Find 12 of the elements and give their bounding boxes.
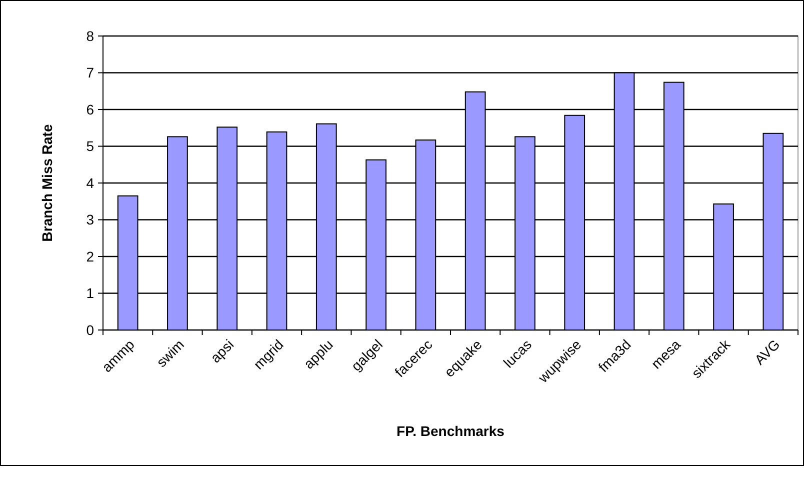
y-tick-label: 1 xyxy=(86,285,94,302)
y-tick-label: 8 xyxy=(86,28,94,44)
y-tick-label: 7 xyxy=(86,64,94,81)
x-tick-label: apsi xyxy=(207,336,237,366)
y-tick-label: 2 xyxy=(86,248,94,264)
y-axis-title: Branch Miss Rate xyxy=(39,124,55,242)
y-tick-label: 3 xyxy=(86,212,94,228)
y-tick-label: 4 xyxy=(86,174,94,191)
y-tick-label: 5 xyxy=(86,138,94,154)
y-tick-label: 6 xyxy=(86,101,94,118)
x-axis-title: FP. Benchmarks xyxy=(396,423,505,439)
y-tick-label: 0 xyxy=(86,322,94,338)
